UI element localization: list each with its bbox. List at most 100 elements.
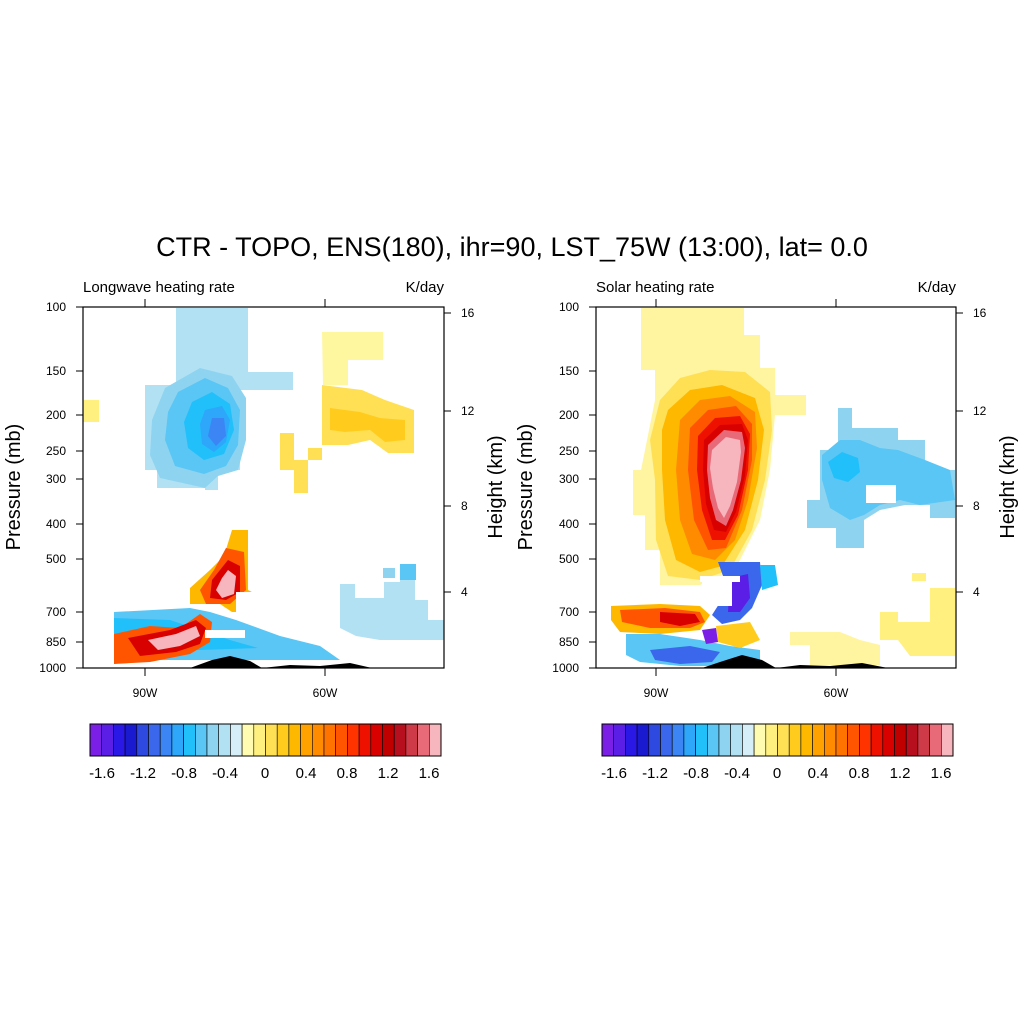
shade-lower-right-cool-patch-2 [383,568,395,578]
colorbar-label: -1.2 [642,765,668,782]
colorbar-cell [148,723,161,757]
panel-left-label: Longwave heating rate [83,279,235,296]
topography [190,656,372,668]
plot-area-solar [611,308,955,668]
colorbar-cell [89,723,102,757]
y-axis-label-pressure: Pressure (mb) [3,424,25,551]
shade-lower-warm-small [716,622,760,648]
colorbar-cell [113,723,126,757]
shade-lower-left-warm-3 [660,612,700,626]
colorbar-cell [335,723,348,757]
shade-lower-right-cool-patch [400,564,416,580]
shade-cooling-right-3 [828,452,860,482]
colorbar-label: 0 [261,765,269,782]
panel-units-label: K/day [406,279,445,296]
colorbar-cell [124,723,138,757]
colorbar-cell [382,723,395,757]
colorbar-cell [241,723,255,757]
colorbar-cell [358,723,372,757]
colorbar-cell [870,723,884,757]
x-tick-label: 60W [313,686,338,700]
colorbar-label: -0.4 [724,765,750,782]
colorbar-cell [742,723,755,757]
colorbar-cell [370,723,383,757]
missing-data-block-2 [205,630,245,638]
plot-frame [595,306,957,669]
y-axis-label-height: Height (km) [997,435,1019,538]
colorbar-cell [218,723,231,757]
y-axis-label-height: Height (km) [485,435,507,538]
shade-warming-core-2 [710,437,741,518]
colorbar-label: 0.4 [808,765,829,782]
shade-warming-upper-right-3 [330,408,405,442]
shade-cooling-patch-left [83,400,99,422]
colorbar-cell [753,723,767,757]
colorbar-cell [660,723,673,757]
shade-lower-right-cool [340,575,444,640]
y-tick-label: 850 [559,635,579,649]
colorbar-cell [288,723,301,757]
colorbar-cell [835,723,848,757]
y2-tick-label: 16 [461,306,475,320]
y-tick-label: 150 [46,364,66,378]
shade-lower-cool-purple [702,628,718,644]
colorbar-label: 1.2 [890,765,911,782]
y2-tick-label: 12 [461,404,475,418]
colorbar-cell [683,723,696,757]
colorbar-cell [136,723,149,757]
colorbar-cell [183,723,196,757]
shade-lower-right-warm-2 [790,632,880,665]
y-tick-label: 500 [559,552,579,566]
y2-tick-label: 4 [461,585,468,599]
y-tick-label: 250 [46,444,66,458]
colorbar-cell [905,723,919,757]
colorbar-cell [428,723,442,757]
shade-warming-upper-right [322,332,383,385]
colorbar-cell [929,723,942,757]
y2-tick-label: 8 [461,499,468,513]
colorbar-cell [882,723,895,757]
y-tick-label: 100 [46,300,66,314]
colorbar-cell [323,723,336,757]
colorbar-cell [417,723,430,757]
colorbar-solar: -1.6 -1.2 -0.8 -0.4 0 0.4 0.8 1.2 1.6 [601,723,954,782]
y-tick-label: 400 [46,517,66,531]
colorbar-cell [159,723,173,757]
colorbar-cell [730,723,743,757]
y-tick-label: 200 [559,408,579,422]
colorbar-cell [625,723,638,757]
y-tick-label: 1000 [39,661,66,675]
colorbar-label: 0 [773,765,781,782]
colorbar-cell [812,723,825,757]
figure-title: CTR - TOPO, ENS(180), ihr=90, LST_75W (1… [156,232,868,262]
missing-data-solar-2 [702,582,732,606]
shade-lower-cool-plume-2 [728,574,750,612]
colorbar-cell [311,723,325,757]
panel-units-label: K/day [918,279,957,296]
colorbar-cell [300,723,313,757]
colorbar-frame [601,723,954,757]
missing-data-block [236,592,340,618]
colorbar-cell [636,723,650,757]
height-ticks: 16 12 8 4 [444,306,475,599]
missing-data-solar-3 [700,576,740,582]
y2-tick-label: 4 [973,585,980,599]
colorbar-cell [347,723,360,757]
colorbar-cell [671,723,685,757]
colorbar-cell [101,723,114,757]
colorbar-cell [940,723,954,757]
topography [702,655,888,668]
colorbar-cell [847,723,860,757]
colorbar-cell [765,723,778,757]
colorbar-cell [405,723,418,757]
colorbar-cell [695,723,708,757]
colorbar-cell [917,723,930,757]
colorbar-cell [206,723,219,757]
pressure-ticks: 100 150 200 250 300 400 500 700 850 1000 [39,300,83,675]
colorbar-cell [265,723,278,757]
colorbar-cell [648,723,661,757]
y2-tick-label: 8 [973,499,980,513]
x-tick-label: 90W [133,686,158,700]
y-tick-label: 300 [46,472,66,486]
